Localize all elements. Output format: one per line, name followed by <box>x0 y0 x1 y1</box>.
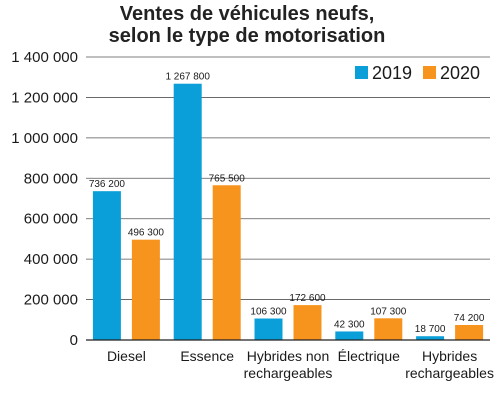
data-label: 765 500 <box>209 173 246 184</box>
category-label: Électrique <box>338 348 400 364</box>
data-label: 42 300 <box>334 319 365 330</box>
y-tick-label: 600 000 <box>24 211 78 228</box>
legend-swatch-2019 <box>355 66 368 79</box>
data-label: 736 200 <box>89 179 126 190</box>
data-labels: 736 200 496 300 1 267 800 765 500 106 300172… <box>89 72 485 335</box>
bar-2019 <box>335 331 364 340</box>
category-label: Essence <box>180 348 234 364</box>
bar-2020 <box>374 318 403 340</box>
legend: 2019 2020 <box>355 63 480 83</box>
y-tick-label: 400 000 <box>24 251 78 268</box>
data-label: 107 300 <box>370 306 407 317</box>
y-axis: 0 200 000 400 000 600 000 800 000 1 000 000 1 … <box>11 49 78 349</box>
category-label: rechargeables <box>405 365 494 381</box>
data-label: 106 300 <box>250 307 287 318</box>
y-tick-label: 1 200 000 <box>11 89 78 106</box>
category-label: rechargeables <box>244 365 333 381</box>
legend-label-2019: 2019 <box>372 63 412 83</box>
y-tick-label: 0 <box>70 332 78 349</box>
bar-2019 <box>92 191 121 340</box>
x-axis: Diesel Essence Hybrides nonrechargeablesÉl… <box>86 339 494 381</box>
chart-title: Ventes de véhicules neufs, selon le type… <box>109 3 386 47</box>
chart-title-line-1: Ventes de véhicules neufs, <box>120 3 375 25</box>
bar-2020 <box>212 185 241 340</box>
chart-title-line-2: selon le type de motorisation <box>109 25 386 47</box>
data-label: 1 267 800 <box>165 72 210 83</box>
y-tick-label: 1 400 000 <box>11 49 78 66</box>
bars <box>92 83 484 340</box>
y-tick-label: 1 000 000 <box>11 130 78 147</box>
bar-2020 <box>293 305 322 340</box>
bar-2019 <box>254 318 283 340</box>
data-label: 496 300 <box>128 228 165 239</box>
category-label: Hybrides <box>422 348 477 364</box>
bar-2020 <box>455 325 484 340</box>
legend-label-2020: 2020 <box>440 63 480 83</box>
category-label: Hybrides non <box>247 348 330 364</box>
y-tick-label: 200 000 <box>24 292 78 309</box>
data-label: 74 200 <box>454 313 485 324</box>
bar-2019 <box>416 336 445 340</box>
legend-swatch-2020 <box>423 66 436 79</box>
data-label: 18 700 <box>415 324 446 335</box>
y-tick-label: 800 000 <box>24 170 78 187</box>
data-label: 172 600 <box>289 293 326 304</box>
bar-2020 <box>131 239 160 340</box>
category-label: Diesel <box>107 348 146 364</box>
bar-2019 <box>173 83 202 340</box>
